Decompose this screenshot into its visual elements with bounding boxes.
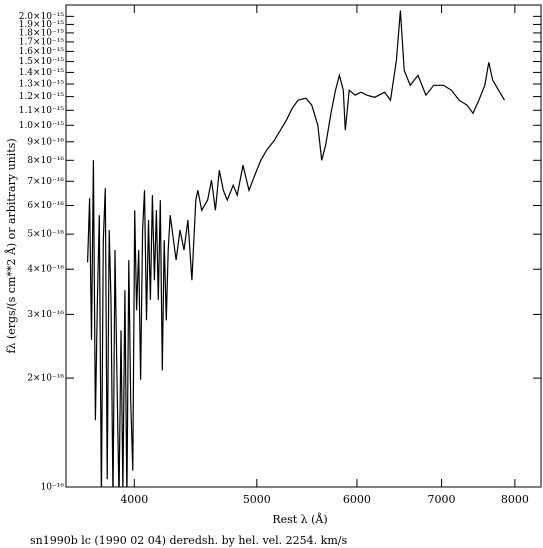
x-tick-label: 6000 xyxy=(343,493,371,506)
x-tick-label: 4000 xyxy=(120,493,148,506)
y-tick-label: 2.0×10⁻¹⁵ xyxy=(19,12,65,22)
x-tick-label: 8000 xyxy=(501,493,529,506)
plot-frame xyxy=(65,4,542,488)
y-axis-label: fλ (ergs/(s cm**2 Å) or arbitrary units) xyxy=(4,138,18,353)
x-axis-label: Rest λ (Å) xyxy=(272,512,327,526)
spectrum-line xyxy=(87,10,506,487)
x-tick-label: 5000 xyxy=(243,493,271,506)
y-tick-label: 8×10⁻¹⁶ xyxy=(27,156,64,166)
y-tick-label: 1.3×10⁻¹⁵ xyxy=(19,80,65,90)
y-tick-label: 1.7×10⁻¹⁵ xyxy=(19,37,65,47)
y-tick-label: 10⁻¹⁶ xyxy=(41,483,65,493)
y-tick-label: 1.2×10⁻¹⁵ xyxy=(19,92,65,102)
y-tick-label: 7×10⁻¹⁶ xyxy=(27,177,64,187)
y-tick-label: 2×10⁻¹⁶ xyxy=(27,374,64,384)
y-tick-label: 1.5×10⁻¹⁵ xyxy=(19,57,65,67)
y-tick-label: 6×10⁻¹⁶ xyxy=(27,201,64,211)
y-tick-label: 1.6×10⁻¹⁵ xyxy=(19,47,65,57)
y-tick-label: 4×10⁻¹⁶ xyxy=(27,265,64,275)
y-tick-label: 1.4×10⁻¹⁵ xyxy=(19,68,65,78)
y-tick-label: 1.0×10⁻¹⁵ xyxy=(19,121,65,131)
x-tick-label: 7000 xyxy=(428,493,456,506)
y-tick-label: 3×10⁻¹⁶ xyxy=(27,310,64,320)
y-tick-label: 5×10⁻¹⁶ xyxy=(27,230,64,240)
y-tick-label: 1.8×10⁻¹⁵ xyxy=(19,28,65,38)
y-tick-label: 1.1×10⁻¹⁵ xyxy=(19,106,65,116)
caption: sn1990b lc (1990 02 04) deredsh. by hel.… xyxy=(30,534,347,547)
y-tick-label: 1.9×10⁻¹⁵ xyxy=(19,20,65,30)
y-tick-label: 9×10⁻¹⁶ xyxy=(27,137,64,147)
